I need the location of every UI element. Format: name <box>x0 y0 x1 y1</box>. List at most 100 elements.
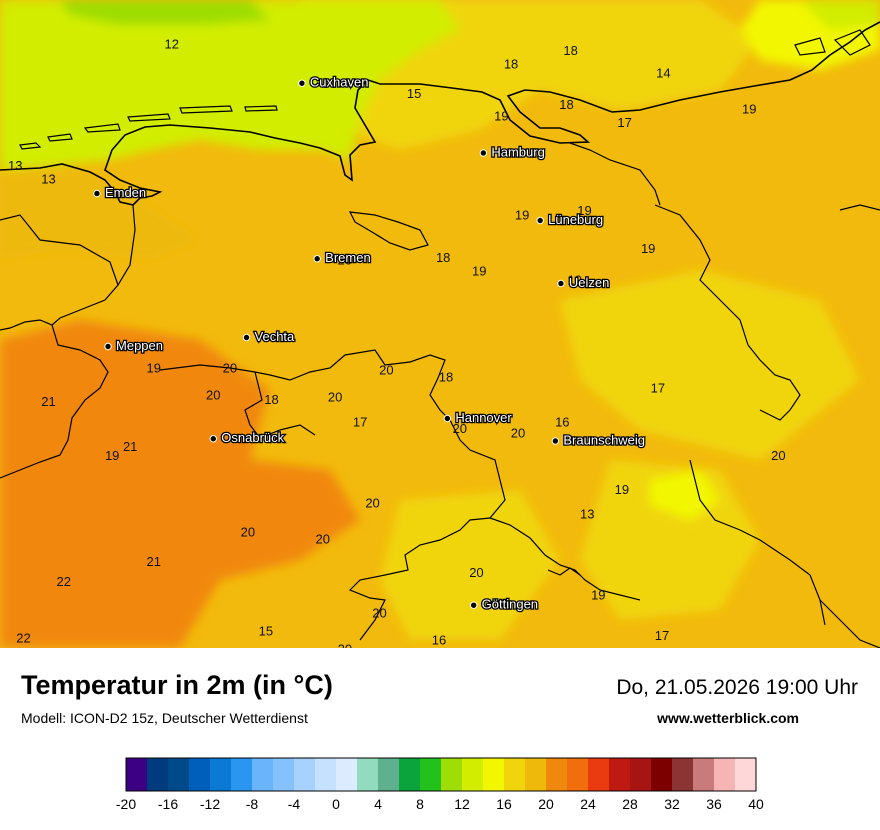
temperature-value-label: 13 <box>8 158 22 173</box>
legend-swatch <box>378 758 400 791</box>
temperature-value-label: 18 <box>439 369 453 384</box>
temperature-values: 12 18 18 14 15 18 19 17 19 13 13 19 19 20 18 19 19 19 19 20… <box>8 36 786 648</box>
temperature-value-label: 19 <box>472 264 486 279</box>
temperature-value-label: 20 <box>206 387 220 402</box>
temperature-value-label: 20 <box>771 448 785 463</box>
temperature-value-label: 19 <box>568 273 582 288</box>
city-label-meppen: Meppen <box>116 338 163 353</box>
legend-swatch <box>588 758 610 791</box>
temperature-value-label: 20 <box>315 531 329 546</box>
temperature-value-label: 22 <box>56 574 70 589</box>
temperature-value-label: 19 <box>515 207 529 222</box>
city-label-vechta: Vechta <box>255 329 296 344</box>
legend-swatch <box>168 758 190 791</box>
city-marker-hannover <box>443 414 452 423</box>
temperature-value-label: 21 <box>123 439 137 454</box>
temperature-value-label: 16 <box>555 414 569 429</box>
legend-swatch <box>441 758 463 791</box>
legend-swatch <box>630 758 652 791</box>
legend-tick-label: 32 <box>664 796 680 812</box>
legend-swatch <box>273 758 295 791</box>
city-label-goettingen: Göttingen <box>482 597 538 612</box>
temperature-value-label: 20 <box>365 495 379 510</box>
city-label-bremen: Bremen <box>325 250 371 265</box>
legend-tick-label: 8 <box>416 796 424 812</box>
city-marker-osnabrueck <box>209 435 217 443</box>
legend-bar <box>125 757 757 792</box>
website-credit: www.wetterblick.com <box>657 710 799 726</box>
temperature-value-label: 20 <box>453 421 467 436</box>
city-label-hannover: Hannover <box>455 410 512 425</box>
temperature-value-label: 13 <box>580 507 594 522</box>
city-marker-bremen <box>313 255 321 263</box>
temperature-value-label: 19 <box>105 448 119 463</box>
temperature-value-label: 20 <box>338 252 352 267</box>
legend-swatch <box>252 758 274 791</box>
temperature-field-zones <box>0 0 860 648</box>
temperature-value-label: 20 <box>469 565 483 580</box>
legend-swatch <box>714 758 736 791</box>
temperature-value-label: 20 <box>379 363 393 378</box>
city-marker-braunschweig <box>551 437 560 445</box>
legend-swatch <box>210 758 232 791</box>
temperature-map: 12 18 18 14 15 18 19 17 19 13 13 19 19 20 18 19 19 19 19 20… <box>0 0 880 648</box>
city-label-emden: Emden <box>105 185 146 200</box>
legend-swatch <box>609 758 631 791</box>
legend-swatch <box>315 758 337 791</box>
temperature-value-label: 18 <box>559 97 573 112</box>
city-marker-goettingen <box>469 601 478 609</box>
city-marker-lueneburg <box>536 216 544 225</box>
legend-swatch <box>126 758 148 791</box>
temperature-value-label: 20 <box>338 642 352 648</box>
legend-swatch <box>693 758 715 791</box>
temperature-value-label: 19 <box>742 102 756 117</box>
map-title: Temperatur in 2m (in °C) <box>21 670 333 700</box>
map-borders <box>0 21 880 648</box>
legend-tick-label: -20 <box>115 796 137 812</box>
temperature-value-label: 20 <box>223 360 237 375</box>
temperature-value-label: 21 <box>41 394 55 409</box>
city-marker-cuxhaven <box>298 79 306 87</box>
temperature-value-label: 20 <box>511 426 525 441</box>
city-markers: Cuxhaven Hamburg Emden Lüneburg Bremen Uelzen… <box>93 73 646 613</box>
legend-swatch <box>462 758 484 791</box>
city-marker-vechta <box>242 333 251 342</box>
city-marker-hamburg <box>479 149 488 157</box>
sea-temperature-field <box>0 0 880 170</box>
legend-swatch <box>525 758 547 791</box>
temperature-value-label: 20 <box>372 606 386 621</box>
legend-tick-label: -12 <box>199 796 221 812</box>
temperature-value-label: 12 <box>165 36 179 51</box>
legend-swatch <box>735 758 757 791</box>
temperature-value-label: 20 <box>328 390 342 405</box>
legend-swatch <box>336 758 358 791</box>
map-footer: Temperatur in 2m (in °C) Modell: ICON-D2… <box>0 648 880 830</box>
legend-swatch <box>546 758 568 791</box>
temperature-value-label: 15 <box>259 624 273 639</box>
temperature-value-label: 19 <box>494 108 508 123</box>
temperature-value-label: 13 <box>41 171 55 186</box>
legend-swatch <box>504 758 526 791</box>
forecast-datetime: Do, 21.05.2026 19:00 Uhr <box>616 676 858 699</box>
temperature-value-label: 19 <box>591 588 605 603</box>
legend-swatch <box>672 758 694 791</box>
legend-tick-label: 12 <box>454 796 470 812</box>
temperature-value-label: 20 <box>241 525 255 540</box>
temperature-value-label: 16 <box>432 633 446 648</box>
legend-swatch <box>231 758 253 791</box>
legend-tick-label: 0 <box>332 796 340 812</box>
city-label-hamburg: Hamburg <box>491 144 544 159</box>
temperature-value-label: 19 <box>615 482 629 497</box>
city-label-osnabrueck: Osnabrück <box>221 430 284 445</box>
temperature-value-label: 21 <box>147 554 161 569</box>
city-marker-emden <box>93 189 101 198</box>
city-label-lueneburg: Lüneburg <box>548 212 603 227</box>
model-source: Modell: ICON-D2 15z, Deutscher Wetterdie… <box>21 710 308 726</box>
legend-swatch <box>420 758 442 791</box>
legend-tick-label: -4 <box>287 796 301 812</box>
city-label-braunschweig: Braunschweig <box>563 432 645 447</box>
legend-tick-label: 28 <box>622 796 638 812</box>
temperature-value-label: 17 <box>651 381 665 396</box>
legend-tick-label: 4 <box>374 796 382 812</box>
legend-tick-label: 16 <box>496 796 512 812</box>
